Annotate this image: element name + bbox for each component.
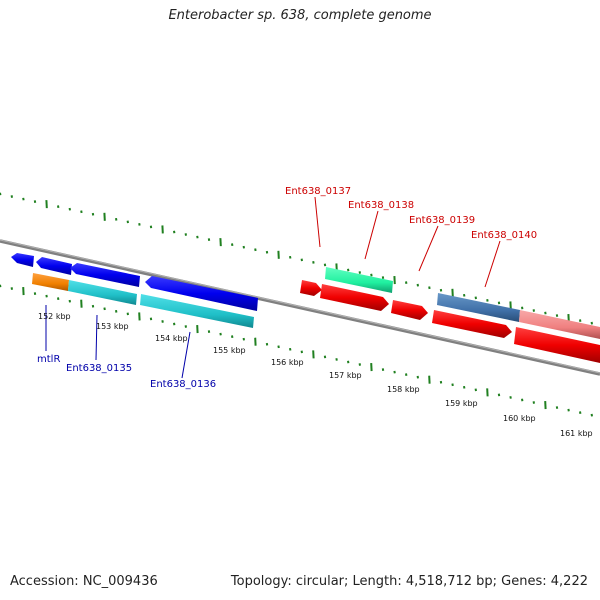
- gene-ent638-0139[interactable]: [391, 300, 428, 320]
- gene-arrow-red-5[interactable]: [514, 327, 600, 363]
- gene-pink[interactable]: [519, 310, 600, 339]
- tick-label-160: 160 kbp: [503, 414, 536, 423]
- gene-ent638-0137[interactable]: [325, 267, 393, 293]
- tick-label-154: 154 kbp: [155, 334, 188, 343]
- blue-label-connectors: [45, 305, 191, 379]
- red-label-connectors: [314, 196, 501, 288]
- gene-ent638-0135[interactable]: [68, 280, 137, 305]
- gene-arrow-blue-1[interactable]: [11, 253, 34, 267]
- gene-ent638-0136[interactable]: [140, 294, 254, 328]
- label-ent638-0139: Ent638_0139: [409, 215, 475, 226]
- label-ent638-0135: Ent638_0135: [66, 363, 132, 374]
- tick-label-152: 152 kbp: [38, 312, 71, 321]
- gene-ent638-0138[interactable]: [320, 284, 389, 311]
- inner-tick-track: [0, 284, 593, 417]
- tick-label-155: 155 kbp: [213, 346, 246, 355]
- label-ent638-0136: Ent638_0136: [150, 379, 216, 390]
- label-mtlr: mtlR: [37, 354, 60, 365]
- label-ent638-0140: Ent638_0140: [471, 230, 537, 241]
- genome-backbone: [0, 239, 600, 376]
- accession-text: Accession: NC_009436: [10, 574, 158, 589]
- tick-label-158: 158 kbp: [387, 385, 420, 394]
- gene-arrow-blue-4[interactable]: [145, 276, 258, 311]
- genome-summary-text: Topology: circular; Length: 4,518,712 bp…: [230, 574, 588, 589]
- label-ent638-0137: Ent638_0137: [285, 186, 351, 197]
- outer-tick-track: [0, 192, 593, 325]
- tick-label-159: 159 kbp: [445, 399, 478, 408]
- map-title: Enterobacter sp. 638, complete genome: [168, 8, 432, 23]
- tick-label-161: 161 kbp: [560, 429, 593, 438]
- tick-label-156: 156 kbp: [271, 358, 304, 367]
- gene-steelblue[interactable]: [437, 293, 520, 322]
- label-ent638-0138: Ent638_0138: [348, 200, 414, 211]
- gene-arrow-red-4[interactable]: [432, 310, 512, 338]
- gene-arrow-blue-2[interactable]: [36, 257, 72, 275]
- gene-arrow-blue-3[interactable]: [70, 263, 140, 287]
- tick-label-153: 153 kbp: [96, 322, 129, 331]
- tick-label-157: 157 kbp: [329, 371, 362, 380]
- gene-mtlr[interactable]: [32, 273, 69, 291]
- gene-arrow-red-1[interactable]: [300, 280, 322, 296]
